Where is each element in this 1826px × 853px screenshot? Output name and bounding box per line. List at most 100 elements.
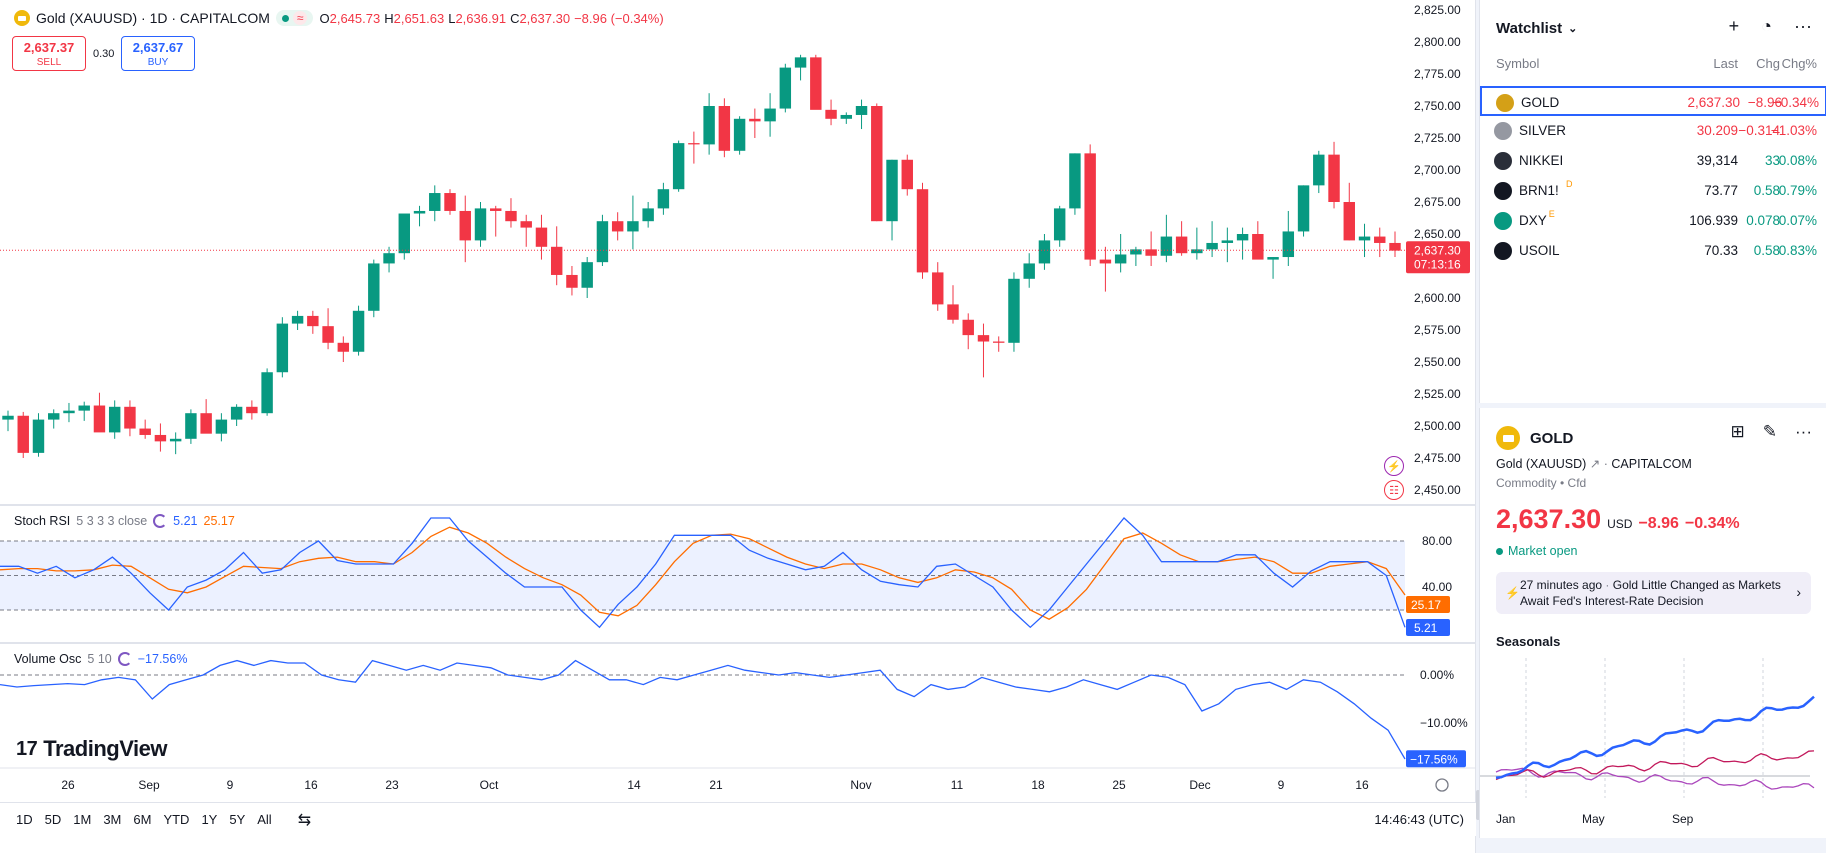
price-tick-label: 2,750.00 — [1414, 99, 1461, 113]
news-text: Gold Little Changed as Markets Await Fed… — [1520, 578, 1781, 608]
symbol-title[interactable]: Gold (XAUUSD) · 1D · CAPITALCOM — [36, 10, 270, 26]
range-1m[interactable]: 1M — [73, 812, 92, 827]
details-name: Gold (XAUUSD) ↗ · CAPITALCOM — [1496, 457, 1692, 471]
candle-body — [566, 274, 578, 288]
dollar-icon — [1494, 212, 1512, 230]
candle-body — [1069, 153, 1081, 209]
candle-body — [444, 193, 456, 211]
last-price-badge — [1406, 241, 1470, 274]
time-axis-label: 26 — [61, 778, 75, 792]
volume-osc-name: Volume Osc — [14, 652, 82, 666]
earnings-event-icon[interactable]: ⚡ — [1384, 456, 1404, 476]
add-symbol-icon[interactable]: + — [1728, 16, 1740, 36]
watchlist-last: 30.209 — [1696, 123, 1738, 138]
candle-body — [2, 415, 14, 420]
utc-clock[interactable]: 14:46:43 (UTC) — [1374, 812, 1464, 827]
candle-body — [901, 159, 913, 190]
more-icon[interactable]: ··· — [1794, 16, 1812, 36]
watchlist-chg: −0.314 — [1738, 123, 1780, 138]
volume-osc-params: 5 10 — [87, 652, 112, 666]
watchlist-row-silver[interactable]: SILVER 30.209 −0.314 −1.03% — [1480, 116, 1826, 146]
range-1y[interactable]: 1Y — [201, 812, 218, 827]
range-5d[interactable]: 5D — [44, 812, 62, 827]
candle-body — [1084, 153, 1096, 260]
candle-body — [794, 57, 807, 68]
buy-button[interactable]: 2,637.67 BUY — [121, 36, 195, 71]
watchlist-row-nikkei[interactable]: NIKKEI 39,314 33 0.08% — [1480, 146, 1826, 176]
candle-body — [932, 272, 944, 305]
more-icon[interactable]: ··· — [1795, 422, 1812, 441]
seasonals-chart[interactable] — [1480, 658, 1820, 808]
candle-body — [672, 143, 685, 190]
col-symbol[interactable]: Symbol — [1496, 56, 1540, 71]
stoch-k-badge — [1406, 619, 1450, 636]
vosc-badge-label: −17.56% — [1410, 752, 1458, 766]
watchlist-title[interactable]: Watchlist ⌄ — [1496, 20, 1578, 37]
refresh-icon[interactable] — [117, 652, 132, 666]
price-tick-label: 2,800.00 — [1414, 35, 1461, 49]
us-flag-event-icon[interactable]: ☷ — [1384, 480, 1404, 500]
instrument-type: Commodity • Cfd — [1496, 476, 1587, 490]
watchlist-symbol: DXY — [1519, 213, 1547, 228]
range-all[interactable]: All — [257, 812, 272, 827]
panel-collapse-handle[interactable] — [1476, 790, 1480, 820]
edit-icon[interactable]: ✎ — [1762, 422, 1778, 441]
sell-button[interactable]: 2,637.37 SELL — [12, 36, 86, 71]
candle-body — [718, 106, 731, 151]
watchlist-symbol: NIKKEI — [1519, 153, 1564, 168]
external-link-icon[interactable]: ↗ — [1589, 457, 1601, 471]
candle-body — [627, 221, 639, 232]
volume-osc-legend[interactable]: Volume Osc 5 10 −17.56% — [14, 652, 187, 666]
range-1d[interactable]: 1D — [16, 812, 33, 827]
price-tick-label: 2,600.00 — [1414, 291, 1461, 305]
last-price: 2,637.30 — [1496, 504, 1602, 534]
chart-panel[interactable]: 2,825.00 2,800.00 2,775.00 2,750.00 2,725.00… — [0, 0, 1476, 853]
seasonals-series-magenta — [1495, 750, 1815, 781]
range-3m[interactable]: 3M — [103, 812, 122, 827]
price-tick-label: 2,550.00 — [1414, 355, 1461, 369]
candle-body — [992, 341, 1005, 343]
right-sidebar: Watchlist ⌄ + ◔ ··· Symbol Last Chg Chg% … — [1479, 0, 1826, 853]
time-axis-label: 14 — [627, 778, 641, 792]
candle-body — [764, 108, 776, 122]
watchlist-chg: 0.58 — [1753, 243, 1780, 258]
chart-canvas[interactable]: 2,825.00 2,800.00 2,775.00 2,750.00 2,725.00… — [0, 0, 1476, 802]
watchlist-symbol: SILVER — [1519, 123, 1567, 138]
grid-icon[interactable]: ⊞ — [1730, 422, 1745, 441]
price-tick-label: 2,725.00 — [1414, 131, 1461, 145]
news-headline[interactable]: ⚡ 27 minutes ago · Gold Little Changed a… — [1496, 572, 1811, 614]
vosc-badge — [1406, 750, 1466, 768]
instrument-name[interactable]: Gold (XAUUSD) — [1496, 457, 1587, 471]
watchlist-row-dxy[interactable]: DXY E 106.939 0.078 0.07% — [1480, 206, 1826, 236]
price-tick-label: 2,450.00 — [1414, 483, 1461, 497]
vosc-line — [0, 659, 1406, 760]
seasonals-series-blue — [1495, 695, 1815, 780]
watchlist-row-usoil[interactable]: USOIL 70.33 0.58 0.83% — [1480, 236, 1826, 266]
pie-chart-icon[interactable]: ◔ — [1761, 16, 1773, 36]
refresh-icon[interactable] — [153, 514, 168, 528]
col-chgp[interactable]: Chg% — [1781, 56, 1817, 71]
stoch-k-line — [0, 517, 1406, 629]
brand-name: TradingView — [43, 736, 167, 761]
candle-body — [200, 413, 212, 434]
candle-body — [169, 438, 182, 442]
candle-body — [32, 419, 45, 453]
range-ytd[interactable]: YTD — [163, 812, 190, 827]
go-to-date-icon[interactable]: ⇆ — [297, 811, 312, 829]
col-chg[interactable]: Chg — [1756, 56, 1780, 71]
tradingview-logo[interactable]: 17 TradingView — [16, 736, 167, 762]
watchlist-last: 70.33 — [1704, 243, 1738, 258]
vosc-level-label: 0.00% — [1420, 668, 1454, 682]
watchlist-row-brn1[interactable]: BRN1! D 73.77 0.58 0.79% — [1480, 176, 1826, 206]
col-last[interactable]: Last — [1713, 56, 1738, 71]
market-status-pill[interactable]: ≈ — [275, 10, 314, 26]
range-6m[interactable]: 6M — [133, 812, 152, 827]
candle-body — [703, 106, 715, 145]
time-axis-label: 9 — [227, 778, 234, 792]
stoch-rsi-legend[interactable]: Stoch RSI 5 3 3 3 close 5.21 25.17 — [14, 514, 235, 528]
details-title[interactable]: GOLD — [1496, 426, 1573, 450]
candle-body — [429, 193, 441, 211]
candle-body — [535, 227, 548, 247]
range-5y[interactable]: 5Y — [229, 812, 246, 827]
watchlist-row-gold[interactable]: GOLD 2,637.30 −8.96 −0.34% — [1480, 86, 1826, 116]
